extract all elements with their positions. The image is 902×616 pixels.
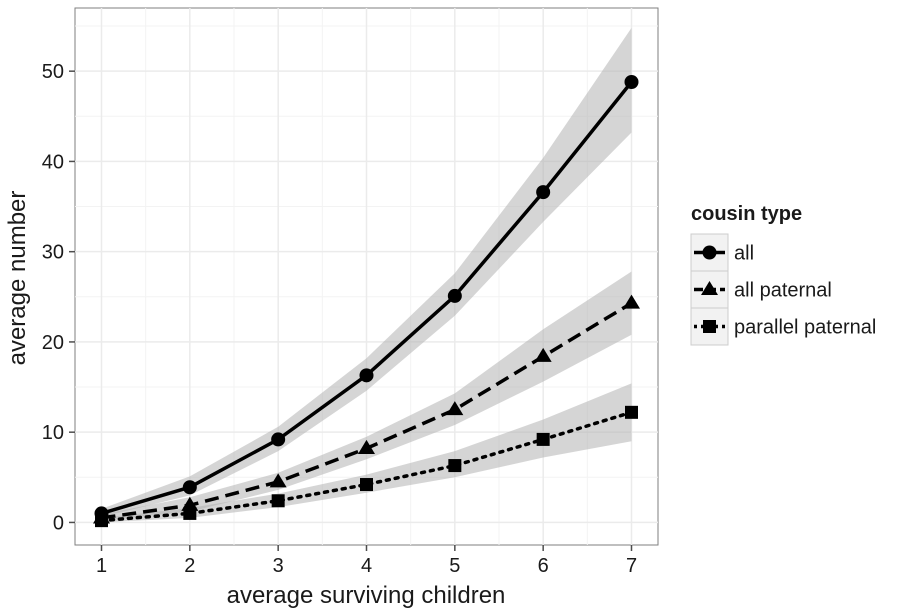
data-point [271,432,286,447]
legend-marker [703,320,716,333]
y-tick-label: 50 [42,61,64,83]
x-tick-label: 1 [96,555,107,577]
data-point [447,288,462,303]
x-tick-label: 5 [449,555,460,577]
x-tick-label: 3 [273,555,284,577]
y-tick-label: 10 [42,422,64,444]
legend-title: cousin type [691,203,802,225]
y-tick-label: 0 [53,512,64,534]
data-point [536,185,551,200]
y-tick-label: 40 [42,151,64,173]
y-axis-title: average number [4,191,31,366]
confidence-bands [101,27,632,523]
y-tick-label: 20 [42,332,64,354]
data-point [358,439,375,454]
legend: cousin type all all paternal parallel pate… [690,203,876,346]
legend-keys: all all paternal parallel paternal [690,233,876,346]
x-tick-label: 6 [538,555,549,577]
x-tick-label: 4 [361,555,372,577]
data-point [448,459,462,473]
data-point [95,514,108,528]
y-tick-label: 30 [42,242,64,264]
data-point [624,75,639,90]
data-point [182,480,197,495]
legend-label: all [734,243,754,265]
x-axis-title: average surviving children [227,582,506,609]
plot-panel [74,7,659,546]
legend-marker [702,245,717,260]
legend-marker [701,281,718,296]
data-point [183,506,197,520]
data-point [360,478,373,492]
data-point [534,347,552,362]
legend-label: all paternal [734,280,832,302]
data-point [446,401,464,416]
x-tick-label: 7 [626,555,637,577]
data-point [359,368,374,383]
data-point [625,405,638,419]
series-markers [93,75,640,528]
confidence-band-2 [101,383,632,523]
x-tick-label: 2 [184,555,195,577]
data-point [269,473,287,488]
data-point [623,294,640,309]
data-point [271,494,285,508]
legend-label: parallel paternal [734,317,876,339]
axes: 1 2 3 4 5 6 7 0 10 20 30 40 50 [42,61,637,577]
data-point [536,432,550,446]
